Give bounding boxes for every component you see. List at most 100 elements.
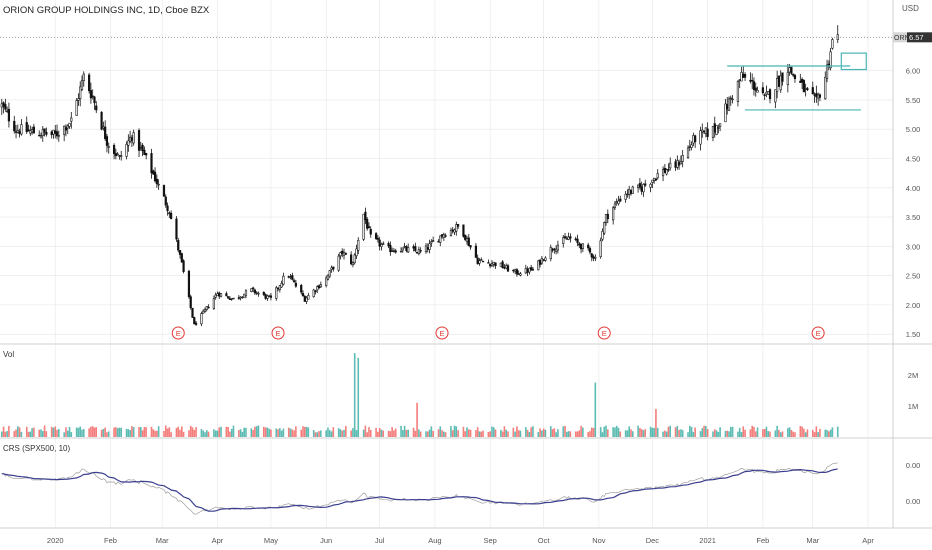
candle-body xyxy=(813,94,816,96)
volume-bar xyxy=(52,427,55,437)
price-candles xyxy=(0,25,839,327)
symbol-title[interactable]: ORION GROUP HOLDINGS INC, 1D, Cboe BZX xyxy=(3,5,210,16)
volume-bar xyxy=(154,430,156,437)
time-tick-label: May xyxy=(264,536,278,545)
candle-body xyxy=(674,161,677,168)
candle-body xyxy=(193,317,196,325)
candle-body xyxy=(631,186,634,194)
candle-body xyxy=(619,198,622,202)
volume-bar xyxy=(250,428,253,437)
candle-body xyxy=(489,263,492,267)
volume-bar xyxy=(425,431,427,437)
candle-body xyxy=(120,155,123,157)
volume-bar xyxy=(537,432,540,437)
volume-bar xyxy=(694,427,696,437)
volume-bar xyxy=(769,431,771,437)
volume-bar xyxy=(737,431,739,437)
volume-bar xyxy=(102,429,105,437)
volume-bar xyxy=(157,426,160,437)
candle-body xyxy=(219,293,223,298)
price-tick-label: 4.00 xyxy=(906,184,921,193)
candle-body xyxy=(612,207,615,221)
volume-bar xyxy=(692,431,695,437)
candle-body xyxy=(661,169,665,177)
volume-bar xyxy=(628,426,631,437)
candle-body xyxy=(100,111,103,130)
volume-bar xyxy=(712,431,714,437)
volume-bar xyxy=(744,429,746,437)
volume-bar xyxy=(794,432,796,437)
candle-body xyxy=(462,224,465,237)
crs-tick-label: 0.00 xyxy=(906,461,921,470)
candle-body xyxy=(91,95,94,98)
volume-bar xyxy=(164,425,167,437)
candle-body xyxy=(255,292,258,294)
candle-body xyxy=(89,90,93,99)
price-tick-label: 2.50 xyxy=(906,272,921,281)
candle-body xyxy=(467,237,470,247)
volume-bar xyxy=(402,430,404,437)
time-tick-label: Oct xyxy=(538,536,551,545)
candle-body xyxy=(300,285,303,293)
candle-body xyxy=(39,135,43,138)
crs-pane-title[interactable]: CRS (SPX500, 10) xyxy=(3,444,70,453)
price-tag-value: 6.57 xyxy=(909,33,924,42)
volume-bar xyxy=(252,429,254,437)
candle-body xyxy=(417,249,420,255)
volume-bar xyxy=(494,429,497,437)
candle-body xyxy=(551,248,554,251)
candle-body xyxy=(14,131,18,133)
candle-body xyxy=(307,295,310,300)
volume-bar xyxy=(687,432,689,437)
volume-bar xyxy=(642,430,645,437)
volume-bar xyxy=(831,427,834,437)
volume-bar xyxy=(617,427,620,437)
candle-body xyxy=(257,292,260,295)
candle-body xyxy=(824,76,827,100)
candle-body xyxy=(574,238,577,240)
volume-pane-title[interactable]: Vol xyxy=(3,350,14,359)
volume-bar xyxy=(275,428,278,437)
candle-body xyxy=(617,200,620,204)
price-tick-label: 5.50 xyxy=(906,96,921,105)
candle-body xyxy=(25,122,28,133)
time-axis[interactable]: 2020 Feb Mar Apr May Jun Jul Aug Sep Oct Nov Dec 202… xyxy=(47,536,874,545)
volume-bar xyxy=(740,432,743,437)
volume-bar xyxy=(382,430,385,437)
volume-bar xyxy=(582,427,584,437)
candle-body xyxy=(681,155,684,162)
volume-bar xyxy=(378,428,381,437)
candle-body xyxy=(325,277,328,286)
volume-bar xyxy=(729,426,732,437)
volume-bar xyxy=(792,431,794,437)
candle-body xyxy=(252,287,255,290)
volume-bar xyxy=(353,353,356,437)
volume-bar xyxy=(651,427,654,437)
drawings xyxy=(727,52,867,111)
volume-bar xyxy=(624,430,627,437)
candle-body xyxy=(455,224,458,232)
candle-body xyxy=(243,293,246,298)
candle-body xyxy=(453,229,456,233)
candle-body xyxy=(239,296,242,299)
volume-bar xyxy=(81,429,83,437)
candle-body xyxy=(88,74,91,92)
volume-bar xyxy=(542,428,545,437)
candle-body xyxy=(7,108,11,122)
volume-bar xyxy=(665,431,668,437)
candle-body xyxy=(603,222,606,234)
volume-bar xyxy=(214,430,217,437)
candle-body xyxy=(332,266,335,270)
price-axis[interactable]: 1.50 2.00 2.50 3.00 3.50 4.00 4.50 5.00 5.50 6.00 xyxy=(906,67,921,339)
time-tick-label: Dec xyxy=(646,536,660,545)
candle-body xyxy=(225,293,228,297)
candle-body xyxy=(326,274,330,280)
candle-body xyxy=(207,306,210,309)
earnings-marker-label: E xyxy=(276,329,281,338)
candle-body xyxy=(767,91,770,95)
candle-body xyxy=(54,130,57,134)
candle-body xyxy=(205,306,208,310)
candle-body xyxy=(776,78,779,92)
candle-body xyxy=(802,80,805,93)
